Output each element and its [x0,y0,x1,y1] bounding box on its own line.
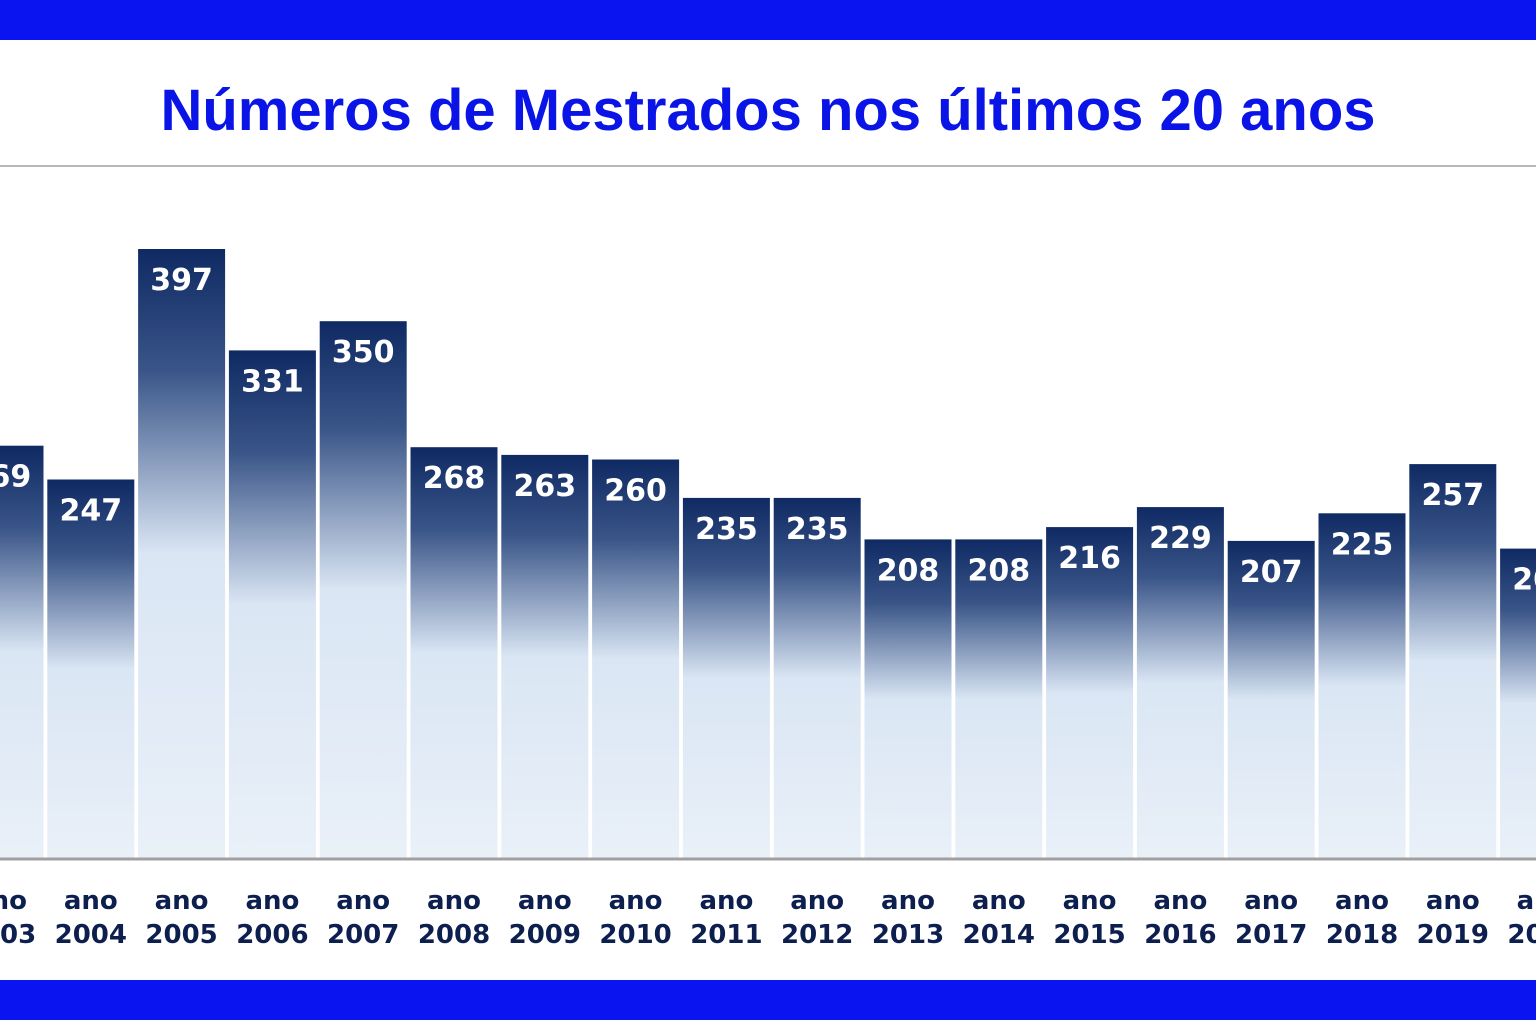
x-tick-prefix: ano [972,886,1026,916]
bar-value-label: 260 [604,474,667,509]
x-tick-year: 2007 [327,920,399,950]
x-tick-year: 2006 [236,920,308,950]
bar-2015 [1046,527,1134,859]
bar-value-label: 208 [967,553,1030,588]
x-tick-year: 2009 [509,920,581,950]
bar-2016 [1136,507,1224,859]
bar-2003 [0,445,44,859]
x-tick-year: 2017 [1235,920,1307,950]
chart-title: Números de Mestrados nos últimos 20 anos [160,78,1376,143]
bar-2020 [1500,548,1536,859]
bar-2012 [773,497,861,859]
x-tick-year: 2004 [55,920,127,950]
x-tick-prefix: ano [1153,886,1207,916]
x-tick-prefix: ano [64,886,118,916]
x-tick-year: 2019 [1417,920,1489,950]
bar-2005 [138,249,226,859]
x-tick-year: 2018 [1326,920,1398,950]
x-tick-prefix: ano [336,886,390,916]
bar-value-label: 235 [695,512,758,547]
x-tick-year: 2010 [599,920,671,950]
x-tick-prefix: ano [1335,886,1389,916]
x-tick-prefix: ano [245,886,299,916]
bar-2013 [864,539,952,859]
bar-value-label: 229 [1149,521,1212,556]
bar-value-label: 207 [1240,555,1303,590]
bar-2004 [47,479,135,859]
x-tick-prefix: ano [1244,886,1298,916]
bar-value-label: 225 [1331,527,1394,562]
bar-2011 [682,497,770,859]
x-tick-prefix: ano [1426,886,1480,916]
x-tick-prefix: ano [609,886,663,916]
x-tick-year: 2015 [1053,920,1125,950]
bar-chart: 269 247 397 331 350 268 263 260 235 235 208 208 216 2… [0,249,1536,950]
bar-2009 [501,454,589,859]
bar-2019 [1409,464,1497,859]
top-band [0,0,1536,40]
bar-value-label: 208 [877,553,940,588]
bar-2018 [1318,513,1406,859]
bar-value-label: 331 [241,364,304,399]
x-tick-year: 2008 [418,920,490,950]
bar-value-label: 257 [1421,478,1484,513]
bar-value-label: 202 [1512,563,1536,598]
bottom-band [0,980,1536,1020]
bar-value-label: 263 [513,469,576,504]
bar-2017 [1227,540,1315,859]
x-tick-prefix: ano [1063,886,1117,916]
x-tick-prefix: ano [427,886,481,916]
x-tick-year: 2012 [781,920,853,950]
bar-value-label: 397 [150,263,213,298]
bar-value-label: 235 [786,512,849,547]
bar-2007 [319,321,407,859]
bar-value-label: 269 [0,460,31,495]
x-tick-year: 2016 [1144,920,1216,950]
x-tick-year: 2003 [0,920,36,950]
x-tick-year: 2011 [690,920,762,950]
x-tick-prefix: ano [881,886,935,916]
bar-value-label: 268 [423,461,486,496]
bar-value-label: 350 [332,335,395,370]
bar-2010 [592,459,680,859]
bar-value-label: 216 [1058,541,1121,576]
x-tick-year: 2020 [1507,920,1536,950]
x-tick-year: 2014 [963,920,1035,950]
x-tick-prefix: ano [1517,886,1536,916]
bar-2008 [410,447,498,859]
bar-2014 [955,539,1043,859]
x-tick-prefix: ano [155,886,209,916]
x-tick-prefix: ano [518,886,572,916]
x-tick-prefix: ano [0,886,27,916]
title-divider [0,165,1536,167]
x-tick-prefix: ano [699,886,753,916]
bar-value-label: 247 [59,494,122,529]
x-tick-prefix: ano [790,886,844,916]
x-tick-year: 2005 [145,920,217,950]
x-tick-year: 2013 [872,920,944,950]
bar-2006 [228,350,316,859]
